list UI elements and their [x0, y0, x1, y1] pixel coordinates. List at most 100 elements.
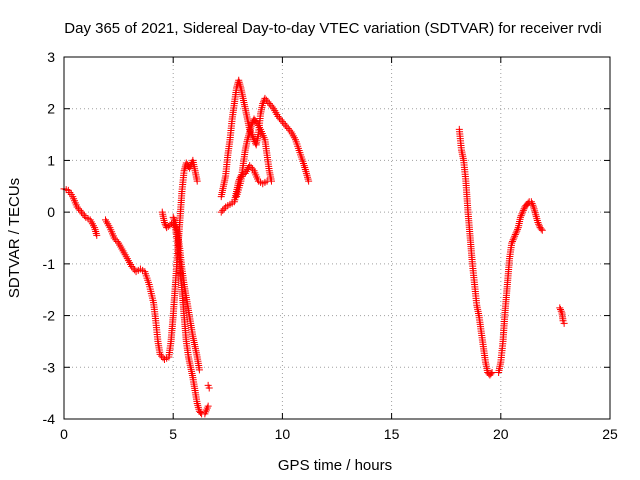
data-point: [535, 220, 543, 228]
data-point: [519, 208, 527, 216]
data-point: [110, 234, 118, 242]
x-axis-label: GPS time / hours: [278, 457, 392, 474]
data-point: [93, 231, 101, 239]
data-point: [514, 225, 522, 233]
data-point: [513, 227, 521, 235]
x-tick-label: 15: [384, 426, 400, 442]
data-point: [538, 226, 546, 234]
data-point: [79, 210, 87, 218]
data-point: [205, 384, 213, 392]
data-point: [302, 167, 310, 175]
data-point: [170, 215, 178, 223]
data-point: [278, 118, 286, 126]
y-tick-label: -3: [43, 359, 56, 375]
y-tick-label: 1: [47, 152, 55, 168]
data-point: [73, 203, 81, 211]
y-tick-label: -4: [43, 411, 56, 427]
data-point: [194, 401, 202, 409]
data-point: [488, 368, 496, 376]
grid-lines: [64, 57, 610, 419]
data-point: [512, 229, 520, 237]
data-point: [217, 208, 225, 216]
data-point: [76, 206, 84, 214]
data-point: [284, 125, 292, 133]
data-point: [113, 237, 121, 245]
data-point: [244, 134, 252, 142]
data-point: [160, 218, 168, 226]
data-point: [274, 112, 282, 120]
y-tick-label: -1: [43, 256, 56, 272]
x-tick-label: 20: [493, 426, 509, 442]
data-point: [508, 237, 516, 245]
data-point: [77, 208, 85, 216]
data-point: [532, 213, 540, 221]
data-point: [301, 165, 309, 173]
data-point: [280, 119, 288, 127]
data-point: [527, 198, 535, 206]
data-point: [304, 173, 312, 181]
data-point: [267, 177, 275, 185]
data-point: [259, 100, 267, 108]
data-point: [301, 164, 309, 172]
x-tick-label: 0: [60, 426, 68, 442]
x-tick-label: 25: [602, 426, 618, 442]
data-point: [509, 236, 517, 244]
plot-frame: [63, 56, 611, 420]
data-point: [268, 103, 276, 111]
data-point: [204, 402, 212, 410]
data-point: [531, 207, 539, 215]
data-point: [528, 200, 536, 208]
data-point: [219, 206, 227, 214]
data-point: [517, 212, 525, 220]
data-point: [193, 177, 201, 185]
data-point: [529, 201, 537, 209]
data-point: [508, 239, 516, 247]
chart-title: Day 365 of 2021, Sidereal Day-to-day VTE…: [64, 20, 601, 37]
y-axis-label: SDTVAR / TECUs: [6, 178, 23, 298]
data-point: [267, 101, 275, 109]
data-point: [246, 162, 254, 170]
data-point: [557, 307, 565, 315]
data-point: [169, 213, 177, 221]
data-point: [112, 236, 120, 244]
data-point: [302, 169, 310, 177]
data-point: [532, 211, 540, 219]
data-point: [156, 350, 164, 358]
axis-ticks: 0 5 10 15 20 25 -4 -3 -2 -1 0 1 2 3: [43, 49, 618, 442]
data-point: [281, 121, 289, 129]
data-point: [303, 171, 311, 179]
data-point: [262, 96, 270, 104]
data-point: [171, 217, 179, 225]
data-point: [195, 366, 203, 374]
data-point: [80, 212, 88, 220]
data-point: [235, 76, 243, 84]
data-point: [511, 232, 519, 240]
data-point: [265, 100, 273, 108]
data-point: [304, 175, 312, 183]
data-point: [560, 319, 568, 327]
data-point: [128, 262, 136, 270]
data-point: [519, 206, 527, 214]
data-point: [203, 406, 211, 414]
data-point: [305, 177, 313, 185]
y-tick-label: 0: [47, 204, 55, 220]
y-tick-label: -2: [43, 308, 56, 324]
data-point: [261, 94, 269, 102]
data-point: [531, 209, 539, 217]
data-point: [286, 126, 294, 134]
y-tick-label: 3: [47, 49, 55, 65]
data-point: [277, 116, 285, 124]
data-point: [197, 409, 204, 417]
data-point: [158, 352, 166, 360]
data-point: [275, 114, 283, 122]
data-point: [556, 304, 564, 312]
data-point: [248, 120, 256, 128]
data-point: [75, 205, 83, 213]
data-point: [511, 231, 519, 239]
data-point: [247, 163, 255, 171]
data-point: [249, 165, 257, 173]
data-point: [487, 370, 495, 378]
data-point: [510, 234, 518, 242]
data-point: [535, 222, 543, 230]
data-point: [220, 205, 228, 213]
